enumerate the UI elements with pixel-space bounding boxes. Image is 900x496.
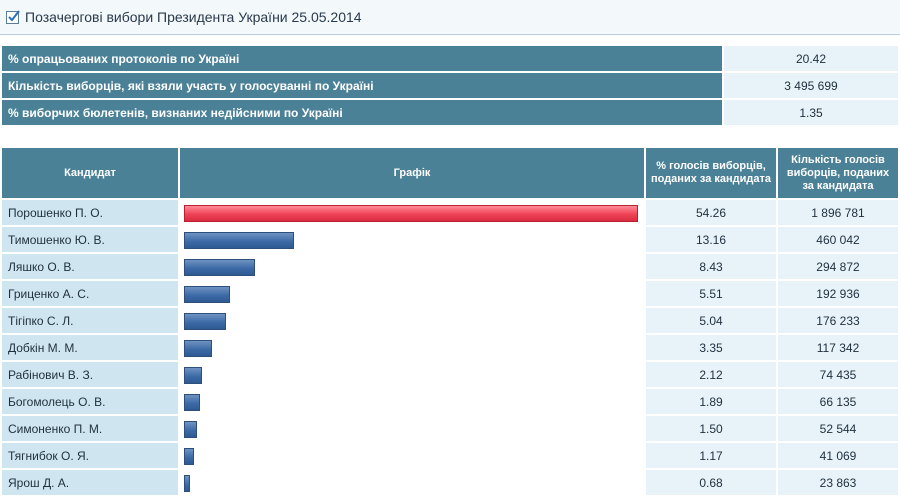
candidate-graph-cell bbox=[180, 225, 646, 252]
summary-label: % опрацьованих протоколів по Україні bbox=[2, 46, 724, 73]
vote-share-bar bbox=[184, 340, 212, 357]
candidate-percent: 5.04 bbox=[646, 306, 778, 333]
candidate-votes: 23 863 bbox=[778, 468, 898, 495]
candidate-row[interactable]: Богомолець О. В. 1.89 66 135 bbox=[2, 387, 898, 414]
candidate-votes: 1 896 781 bbox=[778, 198, 898, 225]
candidate-votes: 176 233 bbox=[778, 306, 898, 333]
election-title: Позачергові вибори Президента України 25… bbox=[25, 9, 362, 25]
vote-share-bar bbox=[184, 232, 294, 249]
candidate-name: Рабінович В. З. bbox=[2, 360, 180, 387]
candidate-graph-cell bbox=[180, 198, 646, 225]
summary-row: Кількість виборців, які взяли участь у г… bbox=[2, 73, 898, 100]
vote-share-bar bbox=[184, 259, 255, 276]
candidate-name: Гриценко А. С. bbox=[2, 279, 180, 306]
candidate-votes: 192 936 bbox=[778, 279, 898, 306]
candidate-name: Ляшко О. В. bbox=[2, 252, 180, 279]
candidate-name: Богомолець О. В. bbox=[2, 387, 180, 414]
candidate-graph-cell bbox=[180, 333, 646, 360]
election-title-bar: Позачергові вибори Президента України 25… bbox=[0, 0, 900, 35]
candidate-votes: 460 042 bbox=[778, 225, 898, 252]
vote-share-bar bbox=[184, 448, 194, 465]
candidate-name: Ярош Д. А. bbox=[2, 468, 180, 495]
header-votes[interactable]: Кількість голосів виборців, поданих за к… bbox=[778, 148, 898, 198]
header-graph[interactable]: Графік bbox=[180, 148, 646, 198]
candidate-graph-cell bbox=[180, 252, 646, 279]
candidate-votes: 66 135 bbox=[778, 387, 898, 414]
candidate-votes: 294 872 bbox=[778, 252, 898, 279]
candidate-percent: 2.12 bbox=[646, 360, 778, 387]
candidate-percent: 1.50 bbox=[646, 414, 778, 441]
header-candidate[interactable]: Кандидат bbox=[2, 148, 180, 198]
summary-row: % опрацьованих протоколів по Україні 20.… bbox=[2, 46, 898, 73]
candidate-graph-cell bbox=[180, 414, 646, 441]
candidate-row[interactable]: Симоненко П. М. 1.50 52 544 bbox=[2, 414, 898, 441]
results-table: Кандидат Графік % голосів виборців, пода… bbox=[2, 148, 898, 495]
header-percent[interactable]: % голосів виборців, поданих за кандидата bbox=[646, 148, 778, 198]
candidate-row[interactable]: Гриценко А. С. 5.51 192 936 bbox=[2, 279, 898, 306]
candidate-graph-cell bbox=[180, 279, 646, 306]
checkbox-icon[interactable] bbox=[6, 9, 20, 24]
candidate-name: Порошенко П. О. bbox=[2, 198, 180, 225]
vote-share-bar bbox=[184, 286, 230, 303]
candidate-name: Добкін М. М. bbox=[2, 333, 180, 360]
vote-share-bar bbox=[184, 421, 197, 438]
candidate-row[interactable]: Ляшко О. В. 8.43 294 872 bbox=[2, 252, 898, 279]
candidate-row[interactable]: Добкін М. М. 3.35 117 342 bbox=[2, 333, 898, 360]
candidate-name: Тягнибок О. Я. bbox=[2, 441, 180, 468]
candidate-graph-cell bbox=[180, 387, 646, 414]
candidate-graph-cell bbox=[180, 441, 646, 468]
candidate-votes: 117 342 bbox=[778, 333, 898, 360]
results-header-row: Кандидат Графік % голосів виборців, пода… bbox=[2, 148, 898, 198]
vote-share-bar bbox=[184, 313, 226, 330]
candidate-percent: 8.43 bbox=[646, 252, 778, 279]
candidate-votes: 52 544 bbox=[778, 414, 898, 441]
candidate-votes: 74 435 bbox=[778, 360, 898, 387]
candidate-name: Симоненко П. М. bbox=[2, 414, 180, 441]
results-body: Порошенко П. О. 54.26 1 896 781 Тимошенко Ю… bbox=[2, 198, 898, 495]
summary-value: 3 495 699 bbox=[724, 73, 898, 100]
candidate-row[interactable]: Ярош Д. А. 0.68 23 863 bbox=[2, 468, 898, 495]
candidate-percent: 0.68 bbox=[646, 468, 778, 495]
candidate-percent: 3.35 bbox=[646, 333, 778, 360]
summary-value: 1.35 bbox=[724, 100, 898, 127]
candidate-name: Тігіпко С. Л. bbox=[2, 306, 180, 333]
candidate-row[interactable]: Порошенко П. О. 54.26 1 896 781 bbox=[2, 198, 898, 225]
candidate-percent: 1.17 bbox=[646, 441, 778, 468]
candidate-graph-cell bbox=[180, 468, 646, 495]
candidate-name: Тимошенко Ю. В. bbox=[2, 225, 180, 252]
candidate-percent: 1.89 bbox=[646, 387, 778, 414]
vote-share-bar bbox=[184, 367, 202, 384]
candidate-votes: 41 069 bbox=[778, 441, 898, 468]
summary-value: 20.42 bbox=[724, 46, 898, 73]
candidate-graph-cell bbox=[180, 360, 646, 387]
summary-label: Кількість виборців, які взяли участь у г… bbox=[2, 73, 724, 100]
candidate-percent: 13.16 bbox=[646, 225, 778, 252]
candidate-row[interactable]: Тігіпко С. Л. 5.04 176 233 bbox=[2, 306, 898, 333]
summary-table: % опрацьованих протоколів по Україні 20.… bbox=[2, 46, 898, 127]
candidate-row[interactable]: Тимошенко Ю. В. 13.16 460 042 bbox=[2, 225, 898, 252]
candidate-row[interactable]: Тягнибок О. Я. 1.17 41 069 bbox=[2, 441, 898, 468]
candidate-row[interactable]: Рабінович В. З. 2.12 74 435 bbox=[2, 360, 898, 387]
summary-label: % виборчих бюлетенів, визнаних недійсним… bbox=[2, 100, 724, 127]
summary-row: % виборчих бюлетенів, визнаних недійсним… bbox=[2, 100, 898, 127]
vote-share-bar bbox=[184, 394, 200, 411]
vote-share-bar bbox=[184, 475, 190, 492]
candidate-graph-cell bbox=[180, 306, 646, 333]
candidate-percent: 54.26 bbox=[646, 198, 778, 225]
vote-share-bar bbox=[184, 205, 638, 222]
candidate-percent: 5.51 bbox=[646, 279, 778, 306]
